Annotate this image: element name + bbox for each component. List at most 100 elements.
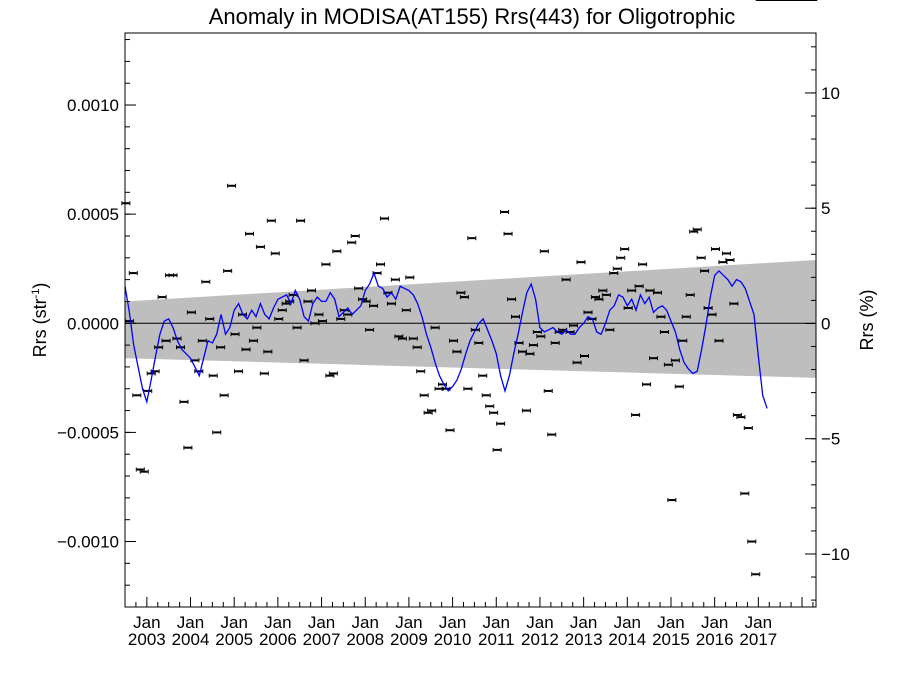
- running-mean-line: [124, 269, 768, 409]
- anomaly-point: [277, 308, 287, 313]
- x-tick-year-label: 2008: [346, 630, 384, 649]
- anomaly-point: [227, 183, 237, 188]
- anomaly-point: [623, 305, 633, 310]
- anomaly-point: [332, 249, 342, 254]
- anomaly-point: [299, 358, 309, 363]
- anomaly-point: [376, 262, 386, 267]
- anomaly-point: [121, 201, 131, 206]
- anomaly-point: [674, 384, 684, 389]
- x-tick-month-label: Jan: [177, 613, 204, 632]
- x-tick-month-label: Jan: [614, 613, 641, 632]
- anomaly-point: [234, 369, 244, 374]
- anomaly-point: [612, 266, 622, 271]
- right-y-axis-label: Rrs (%): [857, 290, 877, 351]
- anomaly-point: [620, 247, 630, 252]
- anomaly-point: [386, 301, 396, 306]
- anomaly-point: [550, 340, 560, 345]
- anomaly-point: [532, 330, 542, 335]
- anomaly-point: [543, 388, 553, 393]
- x-tick-year-label: 2006: [259, 630, 297, 649]
- anomaly-point: [259, 371, 269, 376]
- anomaly-point: [481, 393, 491, 398]
- anomaly-point: [485, 404, 495, 409]
- anomaly-point: [583, 310, 593, 315]
- x-tick-month-label: Jan: [220, 613, 247, 632]
- anomaly-point: [157, 295, 167, 300]
- anomaly-point: [430, 325, 440, 330]
- anomaly-points-layer: [121, 0, 818, 577]
- left-tick-label: −0.0005: [57, 423, 119, 442]
- anomaly-point: [649, 356, 659, 361]
- uncertainty-band-layer: [125, 259, 816, 378]
- anomaly-point: [751, 572, 761, 577]
- anomaly-point: [321, 262, 331, 267]
- x-tick-month-label: Jan: [264, 613, 291, 632]
- anomaly-point: [736, 415, 746, 420]
- x-tick-month-label: Jan: [701, 613, 728, 632]
- anomaly-point: [303, 299, 313, 304]
- right-tick-label: −10: [821, 545, 850, 564]
- right-tick-label: −5: [821, 430, 840, 449]
- anomaly-point: [463, 386, 473, 391]
- anomaly-point: [244, 231, 254, 236]
- anomaly-point: [317, 319, 327, 324]
- anomaly-point: [569, 323, 579, 328]
- right-tick-label: 10: [821, 84, 840, 103]
- anomaly-point: [266, 218, 276, 223]
- x-tick-month-label: Jan: [308, 613, 335, 632]
- x-tick-month-label: Jan: [745, 613, 772, 632]
- anomaly-point: [336, 316, 346, 321]
- anomaly-point: [743, 426, 753, 431]
- anomaly-point: [685, 292, 695, 297]
- anomaly-point: [670, 358, 680, 363]
- anomaly-point: [714, 338, 724, 343]
- x-tick-month-label: Jan: [657, 613, 684, 632]
- anomaly-point: [412, 345, 422, 350]
- right-tick-label: 0: [821, 314, 830, 333]
- anomaly-point: [725, 257, 735, 262]
- anomaly-point: [638, 262, 648, 267]
- anomaly-point: [252, 325, 262, 330]
- x-tick-year-label: 2016: [696, 630, 734, 649]
- anomaly-point: [547, 432, 557, 437]
- anomaly-point: [186, 310, 196, 315]
- left-tick-label: 0.0010: [67, 96, 119, 115]
- anomaly-point: [208, 373, 218, 378]
- anomaly-point: [438, 382, 448, 387]
- anomaly-point: [139, 469, 149, 474]
- anomaly-point: [634, 284, 644, 289]
- anomaly-point: [489, 410, 499, 415]
- anomaly-point: [263, 349, 273, 354]
- right-tick-label: 5: [821, 199, 830, 218]
- x-tick-month-label: Jan: [133, 613, 160, 632]
- anomaly-point: [274, 316, 284, 321]
- anomaly-point: [659, 330, 669, 335]
- anomaly-point: [307, 288, 317, 293]
- x-tick-year-label: 2017: [739, 630, 777, 649]
- x-tick-year-label: 2012: [521, 630, 559, 649]
- x-axis: Jan2003Jan2004Jan2005Jan2006Jan2007Jan20…: [124, 597, 814, 649]
- anomaly-point: [296, 218, 306, 223]
- x-tick-year-label: 2004: [172, 630, 210, 649]
- anomaly-point: [652, 290, 662, 295]
- anomaly-point: [598, 288, 608, 293]
- anomaly-point: [642, 382, 652, 387]
- left-y-axis-label: Rrs (str-1): [30, 283, 50, 358]
- anomaly-point: [216, 345, 226, 350]
- x-tick-year-label: 2009: [390, 630, 428, 649]
- anomaly-point: [492, 447, 502, 452]
- anomaly-point: [539, 249, 549, 254]
- anomaly-point: [416, 369, 426, 374]
- anomaly-point: [663, 362, 673, 367]
- anomaly-point: [601, 292, 611, 297]
- anomaly-point: [405, 275, 415, 280]
- x-tick-year-label: 2013: [565, 630, 603, 649]
- anomaly-point: [525, 351, 535, 356]
- chart-title: Anomaly in MODISA(AT155) Rrs(443) for Ol…: [209, 4, 736, 29]
- anomaly-point: [474, 340, 484, 345]
- anomaly-point: [627, 288, 637, 293]
- anomaly-point: [223, 268, 233, 273]
- x-tick-month-label: Jan: [526, 613, 553, 632]
- running-mean-layer: [124, 269, 768, 409]
